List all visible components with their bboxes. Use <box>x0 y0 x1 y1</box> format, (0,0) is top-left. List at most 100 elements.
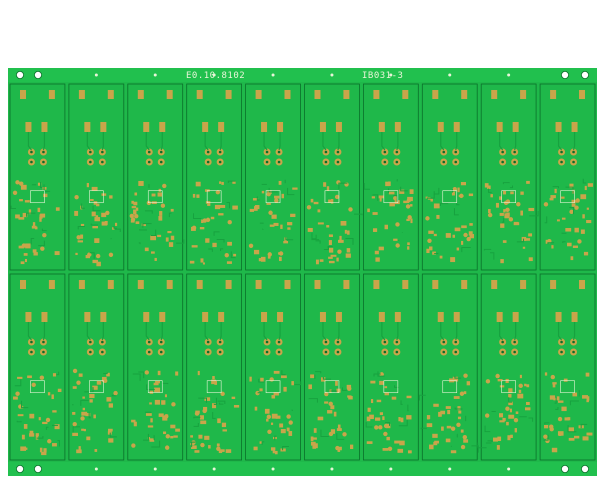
component-pad <box>200 420 207 425</box>
component-pad <box>550 195 556 199</box>
via-hole <box>501 160 504 164</box>
component-pad <box>544 372 548 376</box>
trace <box>193 416 201 419</box>
component-pad <box>484 183 489 188</box>
component-pad <box>151 251 155 254</box>
component-pad <box>131 200 134 204</box>
component-pad <box>457 406 461 411</box>
component-pad <box>280 375 287 379</box>
board-outline <box>304 273 360 461</box>
component-pad <box>75 252 78 256</box>
component-pad <box>283 386 287 392</box>
component-pad <box>55 207 60 211</box>
component-pad <box>336 388 341 393</box>
trace <box>278 322 281 341</box>
component-pad <box>557 400 564 403</box>
pcb-board <box>68 83 125 271</box>
smd-pad <box>571 122 578 132</box>
component-pad <box>72 432 78 436</box>
component-pad <box>82 407 86 411</box>
component-pad <box>51 394 54 400</box>
via-hole <box>513 160 516 164</box>
component-pad <box>163 431 167 435</box>
trace <box>555 406 559 410</box>
trace <box>278 132 281 151</box>
via-pad <box>425 216 430 221</box>
via-pad <box>45 417 51 423</box>
trace <box>330 390 337 393</box>
smd-pad <box>571 312 578 322</box>
component-pad <box>170 435 174 439</box>
via-hole <box>277 340 281 344</box>
component-pad <box>370 399 374 404</box>
trace <box>552 186 560 189</box>
via-hole <box>101 340 104 344</box>
component-pad <box>497 436 502 442</box>
trace <box>322 132 327 151</box>
component-pad <box>81 428 85 431</box>
component-pad <box>278 256 282 262</box>
top-pad <box>402 280 409 289</box>
component-pad <box>80 223 85 226</box>
component-pad <box>330 429 336 434</box>
via-hole <box>159 340 163 344</box>
component-pad <box>155 380 160 384</box>
via-pad <box>460 444 466 450</box>
trace <box>502 182 510 185</box>
component-pad <box>313 428 317 433</box>
trace <box>57 440 60 447</box>
component-pad <box>94 449 98 452</box>
board-outline <box>68 273 125 461</box>
via-pad <box>336 180 341 185</box>
trace <box>294 381 302 386</box>
trace <box>516 238 525 243</box>
top-rail <box>8 68 597 82</box>
component-pad <box>374 250 379 255</box>
trace <box>38 240 45 247</box>
pcb-board <box>9 83 66 271</box>
component-pad <box>375 417 381 421</box>
component-pad <box>80 234 84 239</box>
pcb-board <box>480 83 539 271</box>
component-pad <box>510 191 514 195</box>
component-pad <box>216 443 220 447</box>
trace <box>508 397 513 403</box>
smd-pad <box>218 122 225 132</box>
component-pad <box>495 202 499 208</box>
via-pad <box>374 425 379 430</box>
component-pad <box>556 219 560 222</box>
trace <box>282 446 289 451</box>
component-pad <box>112 227 115 230</box>
smd-pad <box>277 122 284 132</box>
trace <box>212 412 216 419</box>
component-pad <box>147 437 151 440</box>
component-pad <box>145 413 152 416</box>
component-pad <box>135 207 139 211</box>
board-outline <box>480 83 537 271</box>
trace <box>400 400 403 405</box>
component-pad <box>500 259 504 264</box>
via-pad <box>306 205 312 210</box>
via-hole <box>277 350 281 354</box>
via-pad <box>72 368 78 374</box>
component-pad <box>24 447 28 450</box>
via-hole <box>206 160 210 164</box>
component-pad <box>560 196 565 199</box>
via-hole <box>513 350 516 354</box>
via-hole <box>277 160 281 164</box>
trace <box>27 322 32 341</box>
trace <box>56 371 60 376</box>
component-pad <box>274 450 278 455</box>
via-pad <box>549 426 554 432</box>
trace <box>146 384 155 391</box>
component-pad <box>328 199 332 203</box>
smd-pad <box>143 122 150 132</box>
tooling-hole <box>15 464 24 473</box>
component-pad <box>259 388 263 392</box>
component-pad <box>287 222 293 226</box>
component-pad <box>269 224 275 227</box>
component-pad <box>191 245 198 248</box>
component-pad <box>312 437 317 440</box>
top-pad <box>432 280 439 289</box>
component-pad <box>29 413 35 419</box>
